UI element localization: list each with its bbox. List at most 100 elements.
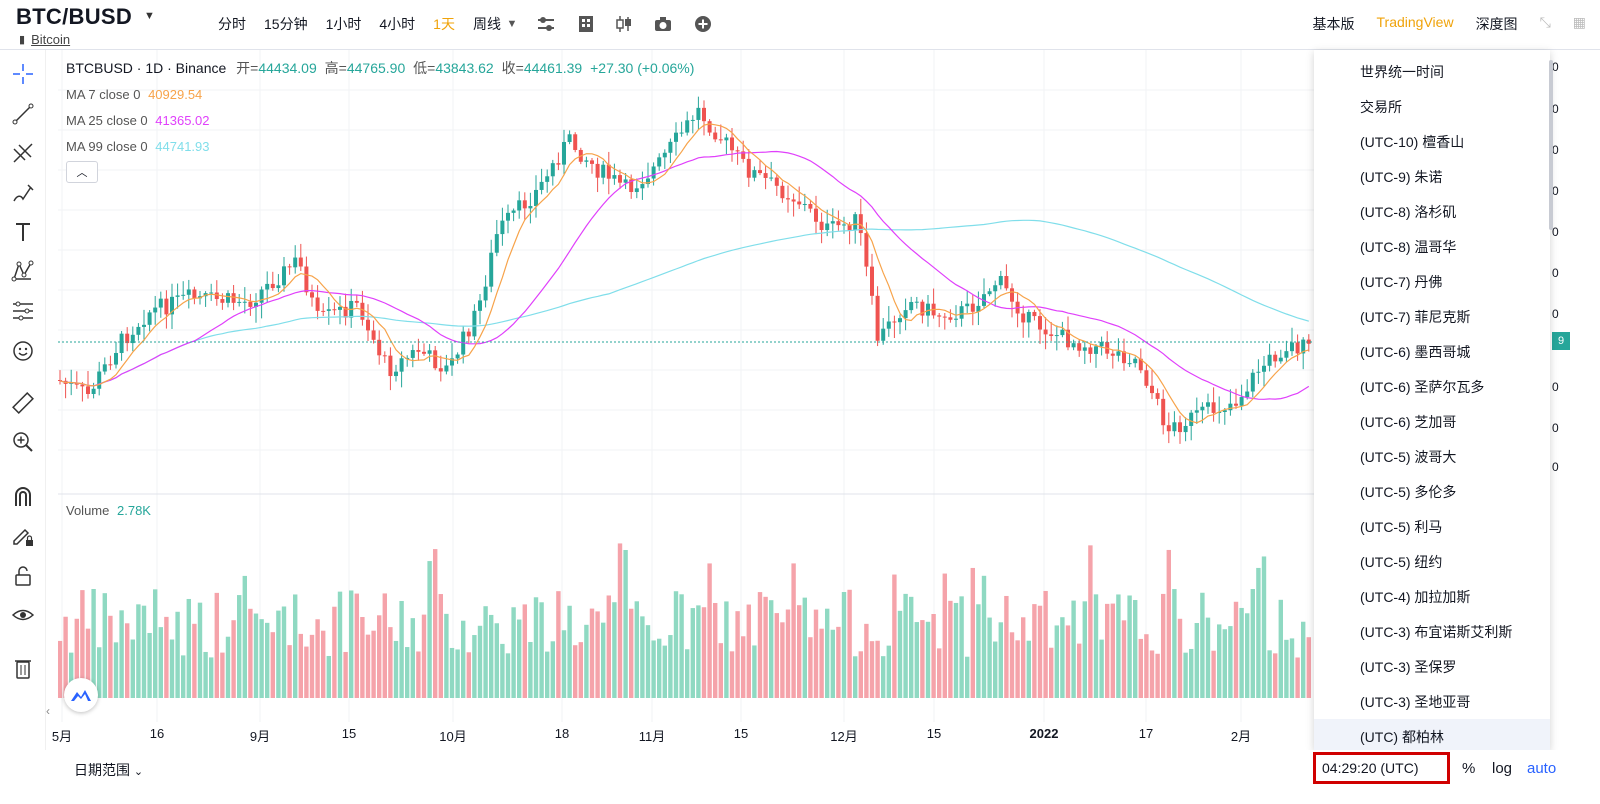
- timezone-option[interactable]: (UTC-5) 利马: [1360, 518, 1443, 535]
- brush-icon[interactable]: [9, 179, 37, 207]
- trash-icon[interactable]: [9, 654, 37, 682]
- time-axis[interactable]: 5月 16 9月 15 10月 18 11月 15 12月 15 2022 17…: [52, 722, 1314, 746]
- x-tick: 15: [733, 726, 749, 741]
- timezone-option[interactable]: (UTC-8) 温哥华: [1360, 238, 1457, 255]
- coin-icon: ▮: [19, 34, 26, 46]
- interval-tab[interactable]: 4小时: [379, 16, 416, 32]
- timezone-option-highlighted[interactable]: (UTC) 都柏林: [1314, 719, 1550, 750]
- timezone-option[interactable]: (UTC-6) 墨西哥城: [1360, 343, 1471, 360]
- x-tick: 18: [554, 726, 570, 741]
- date-range-button[interactable]: 日期范围 ⌄: [74, 760, 143, 780]
- ohlc-legend: BTCBUSD · 1D · Binance 开=44434.09 高=4476…: [66, 58, 694, 78]
- measure-icon[interactable]: [9, 297, 37, 325]
- timezone-scrollbar[interactable]: [1549, 60, 1553, 230]
- magnet-icon[interactable]: [9, 483, 37, 511]
- price-tick: 0: [1552, 266, 1559, 280]
- volume-label: Volume: [66, 503, 110, 518]
- timezone-option[interactable]: (UTC-10) 檀香山: [1360, 133, 1465, 150]
- auto-scale-toggle[interactable]: auto: [1527, 760, 1557, 777]
- camera-icon[interactable]: [653, 14, 673, 34]
- x-tick: 2022: [1029, 726, 1059, 741]
- last-price-tag: 9: [1552, 332, 1570, 350]
- view-switcher: 基本版 TradingView 深度图 ⤡ ▦: [1313, 14, 1600, 34]
- x-tick: 5月: [51, 729, 73, 744]
- drawing-toolbar: [0, 50, 46, 804]
- interval-tab-active[interactable]: 1天: [433, 16, 455, 32]
- x-tick: 10月: [439, 729, 467, 744]
- timezone-option[interactable]: (UTC-8) 洛杉矶: [1360, 203, 1457, 220]
- settings-sliders-icon[interactable]: [536, 14, 556, 34]
- collapse-legend-button[interactable]: ︿: [66, 161, 98, 183]
- timezone-option[interactable]: (UTC-3) 圣地亚哥: [1360, 693, 1471, 710]
- timezone-option[interactable]: (UTC-7) 丹佛: [1360, 273, 1443, 290]
- timezone-option[interactable]: (UTC-6) 芝加哥: [1360, 413, 1457, 430]
- x-tick: 9月: [249, 729, 271, 744]
- grid-layout-icon[interactable]: ▦: [1572, 14, 1586, 30]
- symbol-title[interactable]: BTC/BUSD: [16, 4, 133, 29]
- collapse-icon[interactable]: ⤡: [1539, 14, 1551, 30]
- timezone-option[interactable]: (UTC-7) 菲尼克斯: [1360, 308, 1471, 325]
- percent-toggle[interactable]: %: [1462, 760, 1476, 777]
- price-tick: 0: [1552, 421, 1559, 435]
- view-depth[interactable]: 深度图: [1475, 16, 1518, 32]
- crosshair-icon[interactable]: [9, 60, 37, 88]
- log-toggle[interactable]: log: [1492, 760, 1513, 777]
- interval-tab[interactable]: 1小时: [325, 16, 362, 32]
- price-tick: 0: [1552, 143, 1559, 157]
- add-indicator-icon[interactable]: [693, 14, 713, 34]
- symbol-dropdown-icon[interactable]: ▼: [144, 10, 155, 22]
- timezone-option[interactable]: 交易所: [1360, 98, 1402, 115]
- timezone-option[interactable]: (UTC-6) 圣萨尔瓦多: [1360, 378, 1485, 395]
- price-scale[interactable]: 0 0 0 0 0 0 0 0 0 0: [1550, 50, 1600, 750]
- fib-icon[interactable]: [9, 139, 37, 167]
- pattern-icon[interactable]: [9, 257, 37, 285]
- volume-legend: Volume 2.78K: [66, 503, 151, 518]
- interval-tab[interactable]: 分时: [218, 16, 246, 32]
- ma25-legend: MA 25 close 0 41365.02: [66, 113, 210, 128]
- interval-tab[interactable]: 周线: [472, 16, 501, 32]
- chevron-down-icon: ⌄: [133, 766, 144, 778]
- zoom-in-icon[interactable]: [9, 428, 37, 456]
- bitcoin-link[interactable]: Bitcoin: [31, 32, 71, 47]
- interval-tab[interactable]: 15分钟: [264, 16, 308, 32]
- ma-value: 44741.93: [155, 139, 210, 154]
- timezone-option[interactable]: (UTC-5) 波哥大: [1360, 448, 1457, 465]
- ma-label: MA 99 close 0: [66, 139, 148, 154]
- timezone-option[interactable]: (UTC-3) 圣保罗: [1360, 658, 1457, 675]
- lock-draw-icon[interactable]: [9, 522, 37, 550]
- chart-area[interactable]: [58, 50, 1314, 750]
- building-icon[interactable]: [576, 14, 596, 34]
- eye-icon[interactable]: [9, 601, 37, 629]
- candlestick-type-icon[interactable]: [614, 14, 634, 34]
- timezone-clock-button[interactable]: 04:29:20 (UTC): [1313, 752, 1450, 784]
- timezone-option[interactable]: (UTC-5) 纽约: [1360, 553, 1443, 570]
- high-label: 高=: [324, 60, 347, 76]
- timezone-option[interactable]: (UTC-3) 布宜诺斯艾利斯: [1360, 623, 1513, 640]
- view-basic[interactable]: 基本版: [1312, 16, 1355, 32]
- price-tick: 0: [1552, 380, 1559, 394]
- price-tick: 0: [1552, 225, 1559, 239]
- ma7-legend: MA 7 close 0 40929.54: [66, 87, 202, 102]
- view-tradingview[interactable]: TradingView: [1376, 14, 1454, 30]
- scroll-left-icon[interactable]: ‹: [46, 704, 50, 718]
- lock-icon[interactable]: [9, 562, 37, 590]
- price-tick: 0: [1552, 184, 1559, 198]
- x-tick: 12月: [830, 729, 858, 744]
- tradingview-logo[interactable]: [64, 678, 98, 712]
- timezone-option[interactable]: 世界统一时间: [1360, 63, 1444, 80]
- text-icon[interactable]: [9, 218, 37, 246]
- x-tick: 16: [149, 726, 165, 741]
- trend-line-icon[interactable]: [9, 100, 37, 128]
- high-value: 44765.90: [346, 60, 406, 76]
- emoji-icon[interactable]: [9, 337, 37, 365]
- timezone-option[interactable]: (UTC-4) 加拉加斯: [1360, 588, 1471, 605]
- ruler-icon[interactable]: [9, 389, 37, 417]
- ma-value: 41365.02: [155, 113, 210, 128]
- timezone-option[interactable]: (UTC-5) 多伦多: [1360, 483, 1457, 500]
- interval-dropdown-icon[interactable]: ▼: [506, 18, 518, 30]
- interval-tabs: 分时 15分钟 1小时 4小时 1天 周线: [218, 14, 519, 34]
- timezone-option[interactable]: (UTC-9) 朱诺: [1360, 168, 1443, 185]
- x-tick: 15: [341, 726, 357, 741]
- x-tick: 17: [1138, 726, 1154, 741]
- ma-label: MA 7 close 0: [66, 87, 141, 102]
